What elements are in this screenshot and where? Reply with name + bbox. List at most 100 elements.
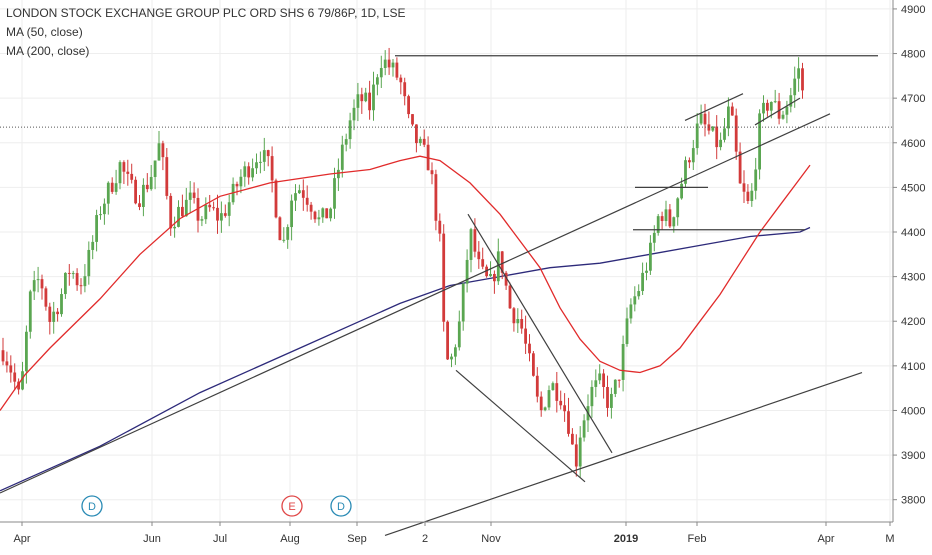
candle-body <box>17 381 20 390</box>
candle-body <box>742 183 746 192</box>
candle-body <box>83 276 87 287</box>
candle-body <box>344 139 348 145</box>
y-tick-label: 4100 <box>901 361 925 373</box>
candle-body <box>504 272 508 286</box>
candle-body <box>239 176 243 187</box>
candle-body <box>40 279 44 289</box>
candle-body <box>551 383 555 391</box>
candle-body <box>44 288 48 307</box>
candle-body <box>188 192 192 200</box>
candle-body <box>184 199 188 217</box>
y-tick-label: 4300 <box>901 272 925 284</box>
candle-body <box>734 115 738 152</box>
candle-body <box>243 166 247 177</box>
candle-body <box>637 291 641 297</box>
candle-body <box>21 371 24 390</box>
candle-body <box>524 328 527 344</box>
y-tick-label: 4000 <box>901 405 925 417</box>
candle-body <box>216 207 219 221</box>
candle-body <box>153 160 157 177</box>
candle-body <box>793 78 797 96</box>
candle-body <box>28 291 32 332</box>
candle-body <box>67 272 71 274</box>
candle-body <box>274 180 278 218</box>
candle-body <box>641 272 644 292</box>
candle-body <box>645 270 648 273</box>
x-tick-label: Nov <box>481 533 501 545</box>
candle-body <box>87 249 91 277</box>
candle-body <box>223 213 227 216</box>
candle-body <box>294 193 297 201</box>
candle-body <box>376 77 379 85</box>
candle-body <box>212 207 215 209</box>
candle-body <box>352 107 356 121</box>
candle-body <box>695 123 699 149</box>
event-label: D <box>337 501 345 513</box>
x-tick-label: 2019 <box>614 533 638 545</box>
candle-body <box>138 203 141 207</box>
candle-body <box>130 173 134 180</box>
candle-body <box>652 232 656 243</box>
candle-body <box>508 285 512 309</box>
ma50-line <box>0 155 811 411</box>
candle-body <box>391 62 395 68</box>
candle-body <box>95 215 98 242</box>
candle-body <box>333 178 336 209</box>
candle-body <box>547 390 551 408</box>
candle-body <box>461 283 465 322</box>
candle-body <box>535 375 539 397</box>
candle-body <box>173 226 176 229</box>
x-tick-label: Feb <box>688 533 707 545</box>
trendline <box>384 371 863 536</box>
candle-body <box>625 318 629 344</box>
candle-body <box>356 94 360 108</box>
y-tick-label: 4400 <box>901 227 925 239</box>
y-tick-label: 4800 <box>901 49 925 61</box>
x-tick-label: 2 <box>422 533 428 545</box>
candle-body <box>403 82 407 97</box>
candle-body <box>364 92 368 102</box>
legend-title: LONDON STOCK EXCHANGE GROUP PLC ORD SHS … <box>6 6 406 20</box>
event-marker <box>330 495 352 517</box>
candle-body <box>71 273 75 275</box>
candle-body <box>434 174 438 221</box>
candle-body <box>582 420 586 438</box>
candle-body <box>559 400 563 406</box>
candle-body <box>56 311 59 315</box>
x-tick-label: Sep <box>347 533 367 545</box>
candle-body <box>500 251 504 273</box>
candle-body <box>754 169 758 191</box>
candle-body <box>25 331 28 372</box>
candle-body <box>247 166 251 178</box>
candle-body <box>719 139 722 148</box>
candle-body <box>372 84 375 111</box>
candle-body <box>528 343 531 354</box>
candle-body <box>688 160 691 163</box>
y-axis: 3800 3900 4000 4100 4200 4300 4400 4500 4600 4700… <box>0 0 925 522</box>
candle-body <box>532 353 535 376</box>
candle-body <box>208 204 212 208</box>
x-axis: Apr Jun Jul Aug Sep 2 Nov 2019 Feb Apr M <box>0 521 895 545</box>
candle-body <box>145 184 149 190</box>
candle-body <box>703 113 707 125</box>
candle-body <box>442 233 446 322</box>
candle-body <box>317 217 321 220</box>
candle-body <box>450 356 453 360</box>
candle-body <box>309 204 313 212</box>
candle-body <box>520 319 524 329</box>
candle-body <box>465 259 469 284</box>
candle-body <box>758 113 761 170</box>
trendline <box>684 93 744 122</box>
candle-body <box>321 208 325 218</box>
trendline <box>467 213 613 454</box>
candle-body <box>177 206 180 227</box>
candle-body <box>329 208 332 219</box>
candle-body <box>496 251 500 282</box>
candle-body <box>633 296 637 305</box>
candle-body <box>301 190 305 198</box>
candle-body <box>415 124 418 144</box>
candle-body <box>165 157 169 196</box>
candle-body <box>399 77 403 83</box>
y-tick-label: 3900 <box>901 450 925 462</box>
